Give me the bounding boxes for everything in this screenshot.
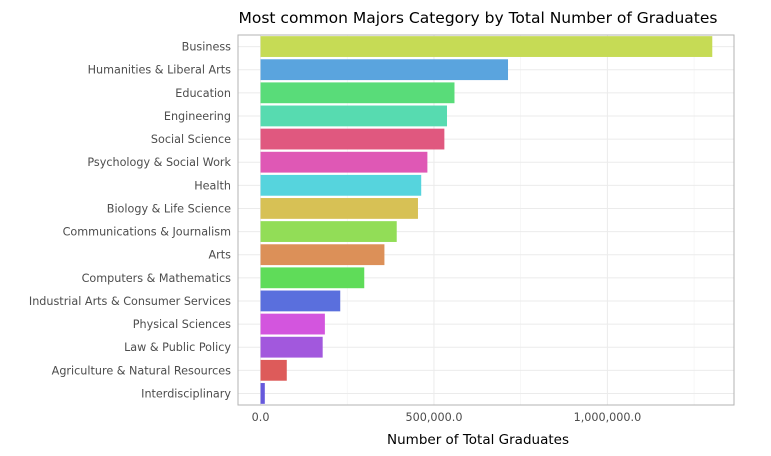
bar bbox=[260, 383, 265, 404]
bar bbox=[260, 151, 428, 173]
bar bbox=[260, 244, 385, 266]
bar bbox=[260, 174, 422, 196]
y-tick-label: Physical Sciences bbox=[133, 318, 231, 331]
bar bbox=[260, 221, 397, 242]
x-tick-label: 0.0 bbox=[252, 411, 270, 424]
bars bbox=[260, 36, 713, 404]
bar bbox=[260, 59, 509, 81]
bar bbox=[260, 128, 445, 150]
y-tick-label: Psychology & Social Work bbox=[87, 156, 231, 169]
y-tick-label: Arts bbox=[209, 249, 232, 262]
y-tick-label: Education bbox=[175, 87, 231, 100]
y-tick-label: Engineering bbox=[164, 110, 231, 123]
y-tick-label: Communications & Journalism bbox=[63, 226, 231, 239]
x-tick-label: 1,000,000.0 bbox=[574, 411, 642, 424]
bar bbox=[260, 336, 323, 358]
y-tick-label: Biology & Life Science bbox=[107, 202, 231, 215]
y-tick-label: Business bbox=[182, 41, 232, 54]
y-tick-label: Industrial Arts & Consumer Services bbox=[29, 295, 231, 308]
y-tick-label: Humanities & Liberal Arts bbox=[88, 64, 232, 77]
x-axis-title: Number of Total Graduates bbox=[387, 432, 569, 448]
bar bbox=[260, 82, 455, 104]
chart-title: Most common Majors Category by Total Num… bbox=[239, 9, 718, 27]
y-tick-label: Interdisciplinary bbox=[141, 387, 231, 400]
plot-panel-border bbox=[237, 34, 735, 406]
y-tick-label: Agriculture & Natural Resources bbox=[52, 364, 231, 377]
y-tick-label: Social Science bbox=[151, 133, 231, 146]
bar bbox=[260, 359, 287, 381]
bar bbox=[260, 36, 713, 57]
bar bbox=[260, 290, 341, 312]
x-tick-label: 500,000.0 bbox=[406, 411, 463, 424]
bar bbox=[260, 313, 325, 335]
bar bbox=[260, 198, 418, 219]
bar bbox=[260, 105, 448, 127]
bar bbox=[260, 267, 365, 289]
y-axis-tick-labels: Business Humanities & Liberal Arts Educati… bbox=[29, 41, 232, 401]
y-tick-label: Health bbox=[194, 179, 231, 192]
x-axis-tick-labels: 0.0 500,000.0 1,000,000.0 bbox=[252, 411, 642, 424]
y-tick-label: Computers & Mathematics bbox=[82, 272, 232, 285]
y-tick-label: Law & Public Policy bbox=[124, 341, 231, 354]
